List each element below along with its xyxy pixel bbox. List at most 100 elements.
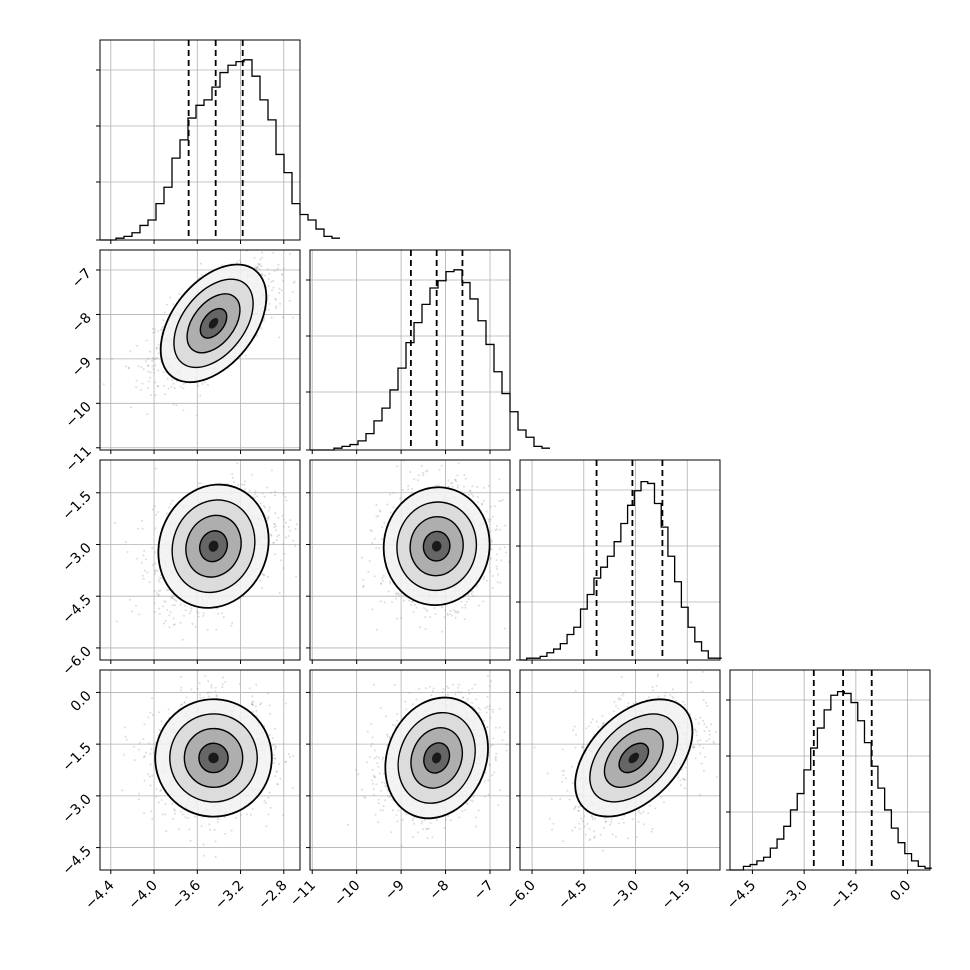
sample-point — [423, 607, 426, 610]
sample-point — [127, 367, 130, 370]
sample-point — [424, 616, 427, 619]
x-tick-label: −1.5 — [827, 878, 862, 913]
sample-point — [153, 505, 156, 508]
sample-point — [263, 318, 266, 321]
sample-point — [273, 522, 276, 525]
sample-point — [173, 623, 176, 626]
sample-point — [289, 519, 292, 522]
sample-point — [140, 561, 143, 564]
sample-point — [190, 610, 193, 613]
panel-frame — [99, 249, 301, 451]
sample-point — [471, 485, 474, 488]
sample-point — [485, 579, 488, 582]
sample-point — [409, 603, 412, 606]
sample-point — [362, 586, 365, 589]
sample-point — [259, 263, 262, 266]
sample-point — [223, 443, 225, 445]
sample-point — [200, 273, 203, 276]
sample-point — [149, 376, 152, 379]
sample-point — [282, 279, 285, 282]
sample-point — [154, 364, 157, 367]
sample-point — [488, 570, 491, 573]
sample-point — [157, 593, 160, 596]
sample-point — [260, 247, 262, 249]
scatter-panel-2-3 — [306, 459, 523, 664]
sample-point — [462, 485, 465, 488]
sample-point — [146, 357, 149, 360]
hist-bar — [675, 582, 682, 660]
sample-point — [151, 564, 154, 567]
sample-point — [142, 738, 145, 741]
y-tick-label: −11 — [63, 443, 95, 475]
sample-point — [195, 610, 198, 613]
hist-bar — [390, 390, 398, 450]
sample-point — [170, 596, 173, 599]
hist-bar — [587, 594, 594, 660]
sample-point — [395, 592, 398, 595]
hist-outline — [310, 269, 550, 451]
hist-bar — [374, 421, 382, 450]
sample-point — [266, 486, 269, 489]
sample-point — [267, 576, 270, 579]
x-tick-label: 0.0 — [887, 878, 914, 905]
sample-point — [143, 812, 146, 815]
sample-point — [151, 357, 154, 360]
sample-point — [207, 680, 210, 683]
sample-point — [426, 609, 429, 612]
sample-point — [281, 543, 284, 546]
sample-point — [397, 592, 400, 595]
sample-point — [426, 469, 429, 472]
sample-point — [282, 492, 285, 495]
sample-point — [389, 493, 392, 496]
sample-point — [202, 614, 205, 617]
sample-point — [375, 503, 378, 506]
sample-point — [157, 343, 160, 346]
sample-point — [441, 630, 444, 633]
sample-point — [276, 535, 279, 538]
sample-point — [386, 503, 389, 506]
sample-point — [280, 559, 283, 562]
sample-point — [243, 480, 246, 483]
sample-point — [154, 357, 157, 360]
sample-point — [141, 519, 144, 522]
sample-point — [274, 494, 277, 497]
sample-point — [259, 703, 262, 706]
sample-point — [383, 601, 386, 604]
sample-point — [129, 406, 132, 409]
sample-point — [231, 476, 234, 479]
sample-point — [521, 588, 523, 590]
sample-point — [142, 577, 145, 580]
hist-bar — [905, 854, 912, 870]
sample-point — [136, 557, 139, 560]
sample-point — [387, 590, 390, 593]
sample-point — [250, 702, 253, 705]
hist-bar — [784, 826, 791, 870]
sample-point — [277, 533, 280, 536]
sample-point — [451, 481, 454, 484]
sample-point — [396, 465, 399, 468]
sample-point — [476, 495, 479, 498]
sample-point — [411, 487, 414, 490]
sample-point — [275, 529, 278, 532]
sample-point — [292, 316, 295, 319]
sample-point — [291, 290, 294, 293]
hist-bar — [518, 430, 526, 450]
sample-point — [156, 592, 159, 595]
sample-point — [282, 316, 285, 319]
sample-point — [215, 628, 218, 631]
sample-point — [151, 546, 154, 549]
sample-point — [164, 802, 167, 805]
sample-point — [287, 534, 290, 537]
sample-point — [167, 387, 170, 390]
sample-point — [182, 409, 185, 412]
sample-point — [482, 486, 485, 489]
sample-point — [498, 499, 501, 502]
sample-point — [361, 556, 364, 559]
sample-point — [464, 603, 467, 606]
sample-point — [477, 501, 480, 504]
sample-point — [184, 604, 187, 607]
sample-point — [152, 358, 155, 361]
sample-point — [190, 607, 193, 610]
sample-point — [282, 267, 285, 270]
sample-point — [143, 549, 146, 552]
